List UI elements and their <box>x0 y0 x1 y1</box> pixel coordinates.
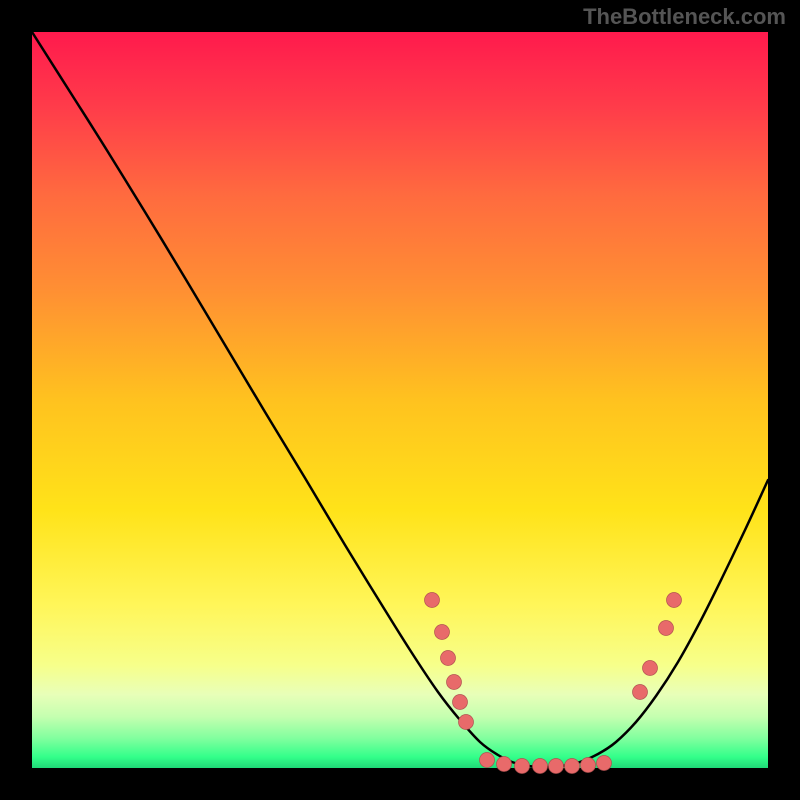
plot-background <box>32 32 768 768</box>
attribution-label: TheBottleneck.com <box>583 4 786 30</box>
data-marker <box>633 685 648 700</box>
data-marker <box>459 715 474 730</box>
data-marker <box>441 651 456 666</box>
data-marker <box>515 759 530 774</box>
data-marker <box>659 621 674 636</box>
data-marker <box>565 759 580 774</box>
chart-svg <box>0 0 800 800</box>
data-marker <box>533 759 548 774</box>
data-marker <box>581 758 596 773</box>
data-marker <box>667 593 682 608</box>
data-marker <box>480 753 495 768</box>
data-marker <box>497 757 512 772</box>
data-marker <box>549 759 564 774</box>
data-marker <box>447 675 462 690</box>
data-marker <box>643 661 658 676</box>
data-marker <box>425 593 440 608</box>
data-marker <box>597 756 612 771</box>
data-marker <box>453 695 468 710</box>
data-marker <box>435 625 450 640</box>
chart-container: TheBottleneck.com <box>0 0 800 800</box>
